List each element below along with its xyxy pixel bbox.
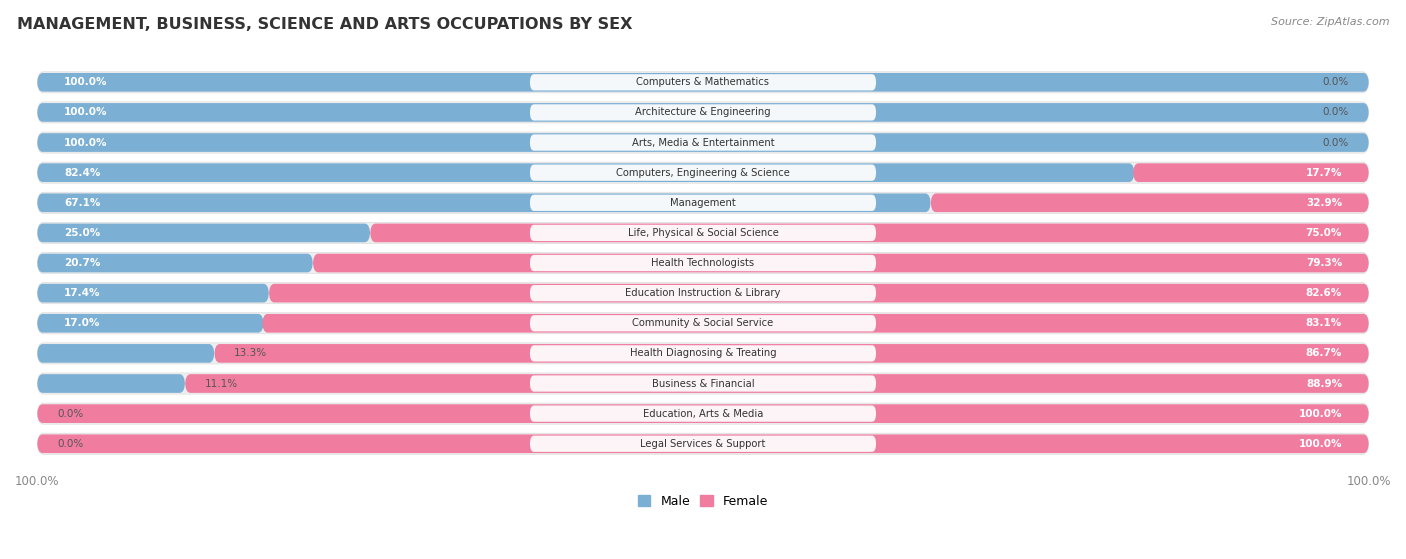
Text: Architecture & Engineering: Architecture & Engineering [636,107,770,117]
FancyBboxPatch shape [214,344,1369,363]
FancyBboxPatch shape [37,133,1369,152]
FancyBboxPatch shape [530,164,876,181]
FancyBboxPatch shape [37,312,1369,334]
Text: 67.1%: 67.1% [63,198,100,208]
FancyBboxPatch shape [1133,163,1369,182]
Legend: Male, Female: Male, Female [633,490,773,513]
FancyBboxPatch shape [37,403,1369,424]
FancyBboxPatch shape [37,344,214,363]
FancyBboxPatch shape [370,224,1369,242]
Text: 32.9%: 32.9% [1306,198,1343,208]
FancyBboxPatch shape [37,254,314,272]
FancyBboxPatch shape [37,73,1369,92]
FancyBboxPatch shape [530,74,876,91]
Text: Health Technologists: Health Technologists [651,258,755,268]
FancyBboxPatch shape [314,254,1369,272]
Text: MANAGEMENT, BUSINESS, SCIENCE AND ARTS OCCUPATIONS BY SEX: MANAGEMENT, BUSINESS, SCIENCE AND ARTS O… [17,17,633,32]
FancyBboxPatch shape [37,224,370,242]
Text: 25.0%: 25.0% [63,228,100,238]
FancyBboxPatch shape [37,253,1369,273]
FancyBboxPatch shape [530,435,876,452]
Text: Legal Services & Support: Legal Services & Support [640,439,766,449]
FancyBboxPatch shape [37,163,1135,182]
Text: 83.1%: 83.1% [1306,318,1343,328]
Text: 0.0%: 0.0% [1323,107,1348,117]
FancyBboxPatch shape [37,404,1369,423]
FancyBboxPatch shape [269,284,1369,302]
FancyBboxPatch shape [37,103,1369,122]
FancyBboxPatch shape [37,434,1369,453]
Text: Computers, Engineering & Science: Computers, Engineering & Science [616,168,790,178]
Text: 20.7%: 20.7% [63,258,100,268]
Text: 0.0%: 0.0% [58,439,83,449]
Text: Community & Social Service: Community & Social Service [633,318,773,328]
FancyBboxPatch shape [37,222,1369,244]
Text: 79.3%: 79.3% [1306,258,1343,268]
FancyBboxPatch shape [530,315,876,331]
Text: Computers & Mathematics: Computers & Mathematics [637,77,769,87]
Text: 17.0%: 17.0% [63,318,100,328]
FancyBboxPatch shape [37,283,1369,304]
FancyBboxPatch shape [37,284,269,302]
Text: Management: Management [671,198,735,208]
FancyBboxPatch shape [37,373,1369,394]
Text: Life, Physical & Social Science: Life, Physical & Social Science [627,228,779,238]
Text: 0.0%: 0.0% [1323,77,1348,87]
FancyBboxPatch shape [37,193,931,212]
Text: 100.0%: 100.0% [63,107,107,117]
Text: Health Diagnosing & Treating: Health Diagnosing & Treating [630,348,776,358]
FancyBboxPatch shape [37,374,186,393]
FancyBboxPatch shape [37,132,1369,153]
FancyBboxPatch shape [530,225,876,241]
Text: 100.0%: 100.0% [1299,439,1343,449]
Text: 13.3%: 13.3% [235,348,267,358]
FancyBboxPatch shape [37,433,1369,454]
FancyBboxPatch shape [931,193,1369,212]
FancyBboxPatch shape [530,134,876,151]
FancyBboxPatch shape [530,105,876,121]
Text: Education, Arts & Media: Education, Arts & Media [643,409,763,419]
Text: 0.0%: 0.0% [1323,138,1348,148]
Text: 17.7%: 17.7% [1306,168,1343,178]
FancyBboxPatch shape [37,72,1369,93]
FancyBboxPatch shape [530,195,876,211]
FancyBboxPatch shape [530,255,876,271]
Text: 17.4%: 17.4% [63,288,100,298]
FancyBboxPatch shape [186,374,1369,393]
Text: 75.0%: 75.0% [1306,228,1343,238]
Text: 0.0%: 0.0% [58,409,83,419]
Text: Education Instruction & Library: Education Instruction & Library [626,288,780,298]
FancyBboxPatch shape [263,314,1369,333]
Text: 11.1%: 11.1% [205,378,238,389]
Text: 100.0%: 100.0% [63,138,107,148]
FancyBboxPatch shape [530,405,876,422]
Text: 82.4%: 82.4% [63,168,100,178]
FancyBboxPatch shape [530,285,876,301]
FancyBboxPatch shape [37,162,1369,183]
Text: 88.9%: 88.9% [1306,378,1343,389]
FancyBboxPatch shape [37,343,1369,364]
Text: 100.0%: 100.0% [1299,409,1343,419]
Text: Arts, Media & Entertainment: Arts, Media & Entertainment [631,138,775,148]
FancyBboxPatch shape [530,345,876,362]
Text: Business & Financial: Business & Financial [652,378,754,389]
Text: 100.0%: 100.0% [63,77,107,87]
FancyBboxPatch shape [37,102,1369,123]
Text: 86.7%: 86.7% [1306,348,1343,358]
Text: Source: ZipAtlas.com: Source: ZipAtlas.com [1271,17,1389,27]
FancyBboxPatch shape [37,314,263,333]
FancyBboxPatch shape [530,376,876,392]
Text: 82.6%: 82.6% [1306,288,1343,298]
FancyBboxPatch shape [37,192,1369,214]
